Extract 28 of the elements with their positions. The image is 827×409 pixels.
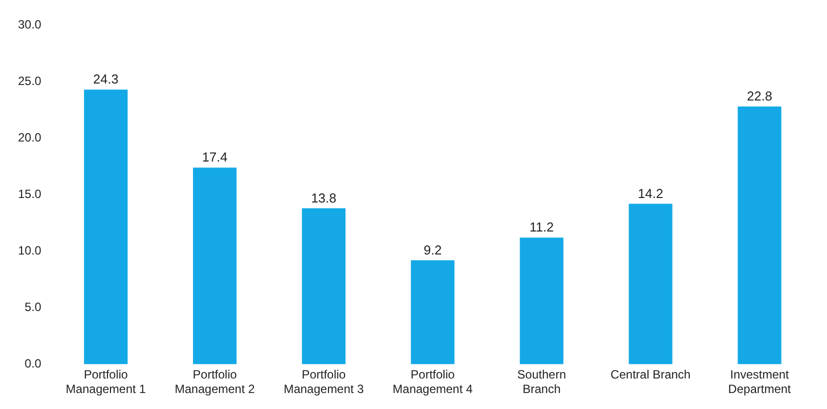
data-label: 13.8 xyxy=(311,190,336,206)
data-label: 11.2 xyxy=(529,220,554,235)
bar xyxy=(738,106,782,364)
data-label: 22.8 xyxy=(746,88,772,104)
x-tick-label: Southern Branch xyxy=(517,368,566,396)
y-tick-label: 25.0 xyxy=(18,74,42,88)
bar xyxy=(84,90,128,364)
y-tick-label: 10.0 xyxy=(18,244,42,258)
y-tick-label: 20.0 xyxy=(18,130,42,145)
data-label: 24.3 xyxy=(93,72,118,87)
bar xyxy=(192,168,237,364)
x-tick-label: Investment Department xyxy=(728,368,792,396)
bar xyxy=(410,260,454,364)
bar xyxy=(628,204,672,364)
x-tick-label: Portfolio Management 3 xyxy=(284,368,364,396)
x-tick-label: Central Branch xyxy=(610,368,691,382)
x-tick-label: Portfolio Management 2 xyxy=(174,368,256,396)
x-tick-label: Portfolio Management 1 xyxy=(66,368,146,396)
bar xyxy=(302,208,346,364)
y-tick-label: 30.0 xyxy=(18,18,42,32)
y-tick-label: 5.0 xyxy=(24,300,42,314)
data-label: 17.4 xyxy=(202,150,228,165)
data-label: 14.2 xyxy=(638,186,664,201)
bar xyxy=(520,238,564,364)
data-label: 9.2 xyxy=(424,242,442,258)
x-tick-label: Portfolio Management 4 xyxy=(392,368,474,396)
y-tick-label: 0.0 xyxy=(24,356,42,371)
y-tick-label: 15.0 xyxy=(18,187,42,202)
